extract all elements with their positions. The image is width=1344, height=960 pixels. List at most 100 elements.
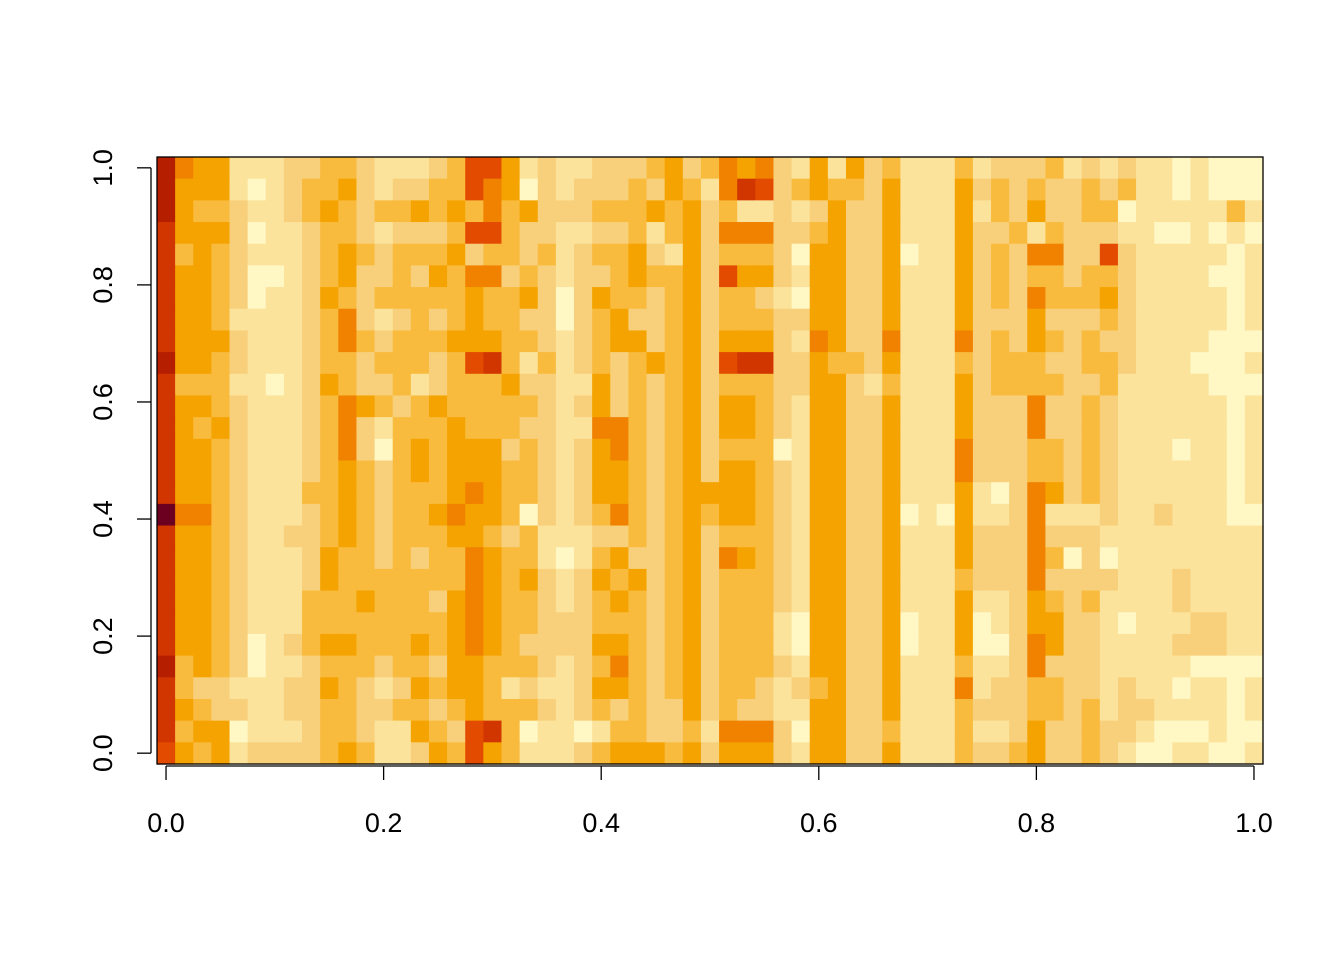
heat-cell	[338, 698, 358, 722]
heat-cell	[229, 568, 249, 592]
heat-cell	[229, 525, 249, 548]
heat-cell	[555, 330, 575, 353]
heat-cell	[628, 352, 648, 375]
heat-cell	[827, 373, 847, 397]
heat-cell	[845, 633, 865, 657]
heat-cell	[501, 157, 521, 180]
heat-cell	[1190, 525, 1210, 548]
heat-cell	[157, 438, 176, 462]
heat-cell	[465, 178, 484, 201]
heat-cell	[374, 438, 394, 462]
heat-cell	[1226, 590, 1246, 613]
heat-cell	[537, 200, 557, 223]
heat-cell	[537, 612, 557, 635]
heat-cell	[483, 243, 503, 266]
heat-cell	[646, 590, 666, 613]
heat-cell	[465, 222, 484, 245]
heat-cell	[1099, 438, 1119, 462]
heat-cell	[465, 438, 484, 462]
heat-cell	[483, 742, 503, 765]
heat-cell	[1117, 157, 1137, 180]
heat-cell	[882, 373, 901, 397]
heat-cell	[1045, 525, 1065, 548]
heat-cell	[682, 243, 702, 266]
heat-cell	[1244, 677, 1264, 700]
heat-cell	[374, 395, 394, 418]
heat-cell	[1009, 438, 1028, 462]
heat-cell	[1136, 590, 1155, 613]
heat-cell	[302, 287, 321, 310]
heat-cell	[193, 742, 212, 765]
heat-cell	[265, 655, 285, 678]
heat-cell	[483, 633, 503, 657]
heat-cell	[1045, 547, 1065, 570]
heat-cell	[501, 655, 521, 678]
heat-cell	[374, 352, 394, 375]
heat-cell	[918, 373, 938, 397]
heat-cell	[1208, 590, 1228, 613]
heat-cell	[320, 590, 339, 613]
heat-cell	[392, 157, 412, 180]
heat-cell	[664, 742, 684, 765]
heat-cell	[936, 720, 956, 743]
heat-cell	[954, 698, 974, 722]
heat-cell	[773, 655, 793, 678]
heat-cell	[1154, 330, 1173, 353]
heat-cell	[1244, 308, 1264, 332]
heat-cell	[175, 720, 194, 743]
heat-cell	[1099, 698, 1119, 722]
heat-cell	[555, 460, 575, 483]
heat-cell	[1099, 243, 1119, 266]
heat-cell	[1172, 287, 1192, 310]
heat-cell	[845, 503, 865, 527]
heat-cell	[827, 590, 847, 613]
heat-cell	[755, 503, 775, 527]
heat-cell	[1208, 460, 1228, 483]
heat-cell	[1009, 525, 1028, 548]
heat-cell	[1190, 222, 1210, 245]
heat-cell	[1081, 525, 1101, 548]
y-tick-label: 1.0	[88, 149, 118, 187]
heat-cell	[719, 503, 738, 527]
heat-cell	[157, 222, 176, 245]
heat-cell	[719, 460, 738, 483]
heat-cell	[211, 655, 231, 678]
heat-cell	[954, 373, 974, 397]
heat-cell	[900, 590, 920, 613]
heat-cell	[283, 590, 303, 613]
heat-cell	[1117, 287, 1137, 310]
heat-cell	[773, 742, 793, 765]
heat-cell	[827, 438, 847, 462]
heat-cell	[664, 698, 684, 722]
heat-cell	[845, 352, 865, 375]
heat-cell	[229, 395, 249, 418]
heat-cell	[991, 395, 1010, 418]
heat-cell	[737, 157, 756, 180]
heat-cell	[664, 720, 684, 743]
heat-cell	[519, 438, 539, 462]
heat-cell	[247, 655, 267, 678]
heat-cell	[555, 352, 575, 375]
heat-cell	[1081, 222, 1101, 245]
heat-cell	[773, 352, 793, 375]
heat-cell	[827, 243, 847, 266]
heat-cell	[428, 395, 448, 418]
heat-cell	[1081, 568, 1101, 592]
heat-cell	[247, 373, 267, 397]
heat-cell	[1190, 157, 1210, 180]
heat-cell	[954, 460, 974, 483]
heat-cell	[1172, 633, 1192, 657]
heat-cell	[519, 265, 539, 288]
heat-cell	[664, 590, 684, 613]
heat-cell	[809, 482, 829, 505]
heat-cell	[175, 525, 194, 548]
heat-cell	[338, 482, 358, 505]
heat-cell	[302, 590, 321, 613]
heat-cell	[682, 568, 702, 592]
heat-cell	[845, 287, 865, 310]
heat-cell	[211, 352, 231, 375]
heat-cell	[1009, 547, 1028, 570]
heat-cell	[827, 655, 847, 678]
heat-cell	[519, 633, 539, 657]
heat-cell	[646, 525, 666, 548]
